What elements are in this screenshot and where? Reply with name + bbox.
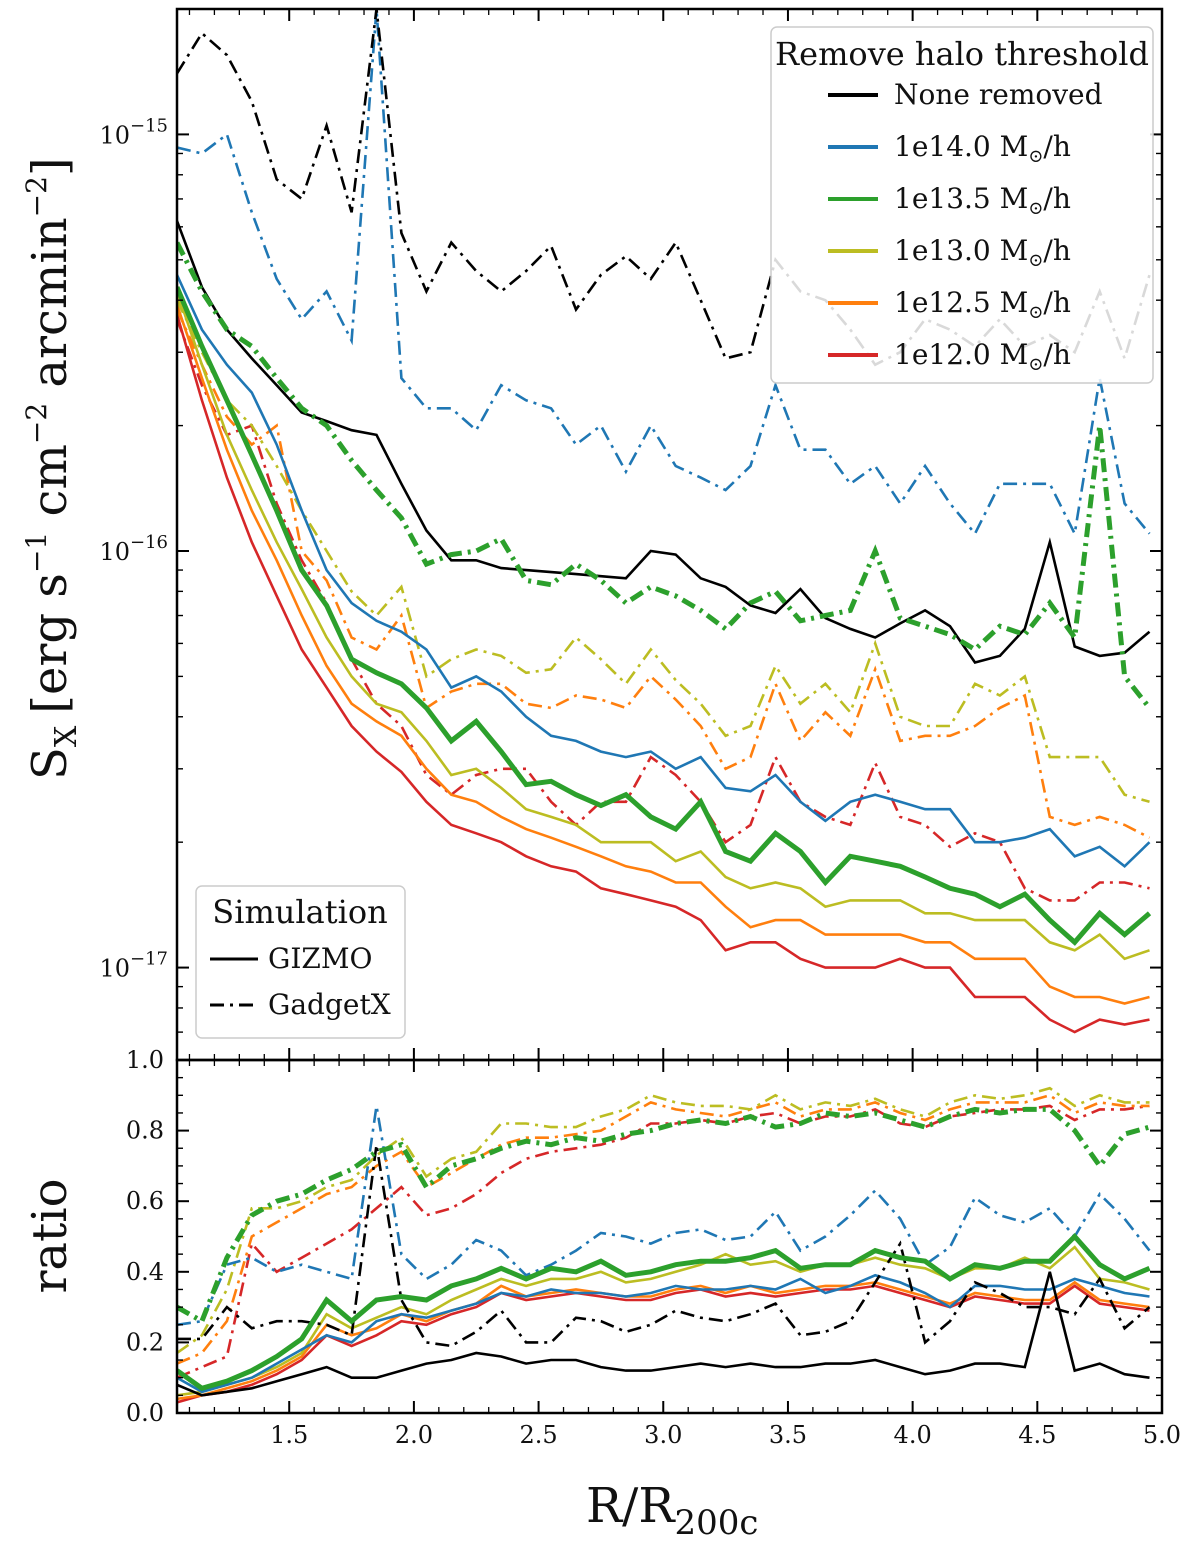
legend-simulation-label-gadgetx: GadgetX (268, 988, 391, 1021)
bottom-y-tick-label: 0.4 (126, 1258, 164, 1286)
top-series-t125-gadgetx (177, 308, 1151, 839)
top-series-t140-gizmo (177, 274, 1151, 869)
bottom-panel: 0.0 0.2 0.4 0.6 0.8 1.0 1.5 2.0 2.5 3.0 3.5 4.0 4.5… (126, 9, 1181, 1449)
legend-simulation-box (195, 885, 406, 1039)
bottom-y-tick-label: 0.0 (126, 1399, 164, 1427)
x-tick-label: 4.5 (1018, 1421, 1056, 1449)
top-series-t130-gizmo (177, 290, 1150, 961)
bottom-series-t135-gizmo (177, 1232, 1151, 1392)
x-tick-label: 3.0 (644, 1421, 682, 1449)
x-tick-label: 4.0 (894, 1421, 932, 1449)
legend-simulation-title: Simulation (212, 893, 387, 931)
top-panel: 10−15 10−16 10−17 (99, 7, 1164, 1062)
legend-simulation: Simulation GIZMO GadgetX (195, 885, 406, 1039)
legend-threshold-box (770, 26, 1154, 384)
bottom-y-tick-label: 0.2 (126, 1328, 164, 1356)
bottom-series-t120-gizmo (177, 1284, 1150, 1404)
legend-threshold-label-t130: 1e13.0 M⊙/h (894, 234, 1071, 271)
x-tick-label: 1.5 (270, 1421, 308, 1449)
bottom-series-none-gizmo (177, 1271, 1150, 1397)
top-series-t140-gadgetx (177, 9, 1151, 538)
x-axis-label: R/R200c (586, 1478, 758, 1543)
bottom-series-lines (177, 1086, 1151, 1404)
top-series-none-gizmo (177, 220, 1151, 664)
bottom-plot-frame (175, 1058, 1164, 1415)
bottom-series-t125-gadgetx (177, 1093, 1150, 1365)
top-y-axis-label: SX[erg s−1 cm−2 arcmin−2] (20, 157, 84, 780)
bottom-y-axis-label: ratio (22, 1178, 78, 1293)
legend-threshold-title: Remove halo threshold (775, 35, 1149, 73)
legend-threshold-label-t140: 1e14.0 M⊙/h (894, 130, 1071, 167)
top-series-t120-gizmo (177, 313, 1150, 1034)
top-series-lines (177, 9, 1152, 1034)
bottom-series-t135-gadgetx (177, 1106, 1151, 1325)
bottom-y-tick-label: 0.6 (126, 1187, 164, 1215)
legend-simulation-label-gizmo: GIZMO (268, 942, 373, 975)
x-tick-label: 2.5 (519, 1421, 557, 1449)
bottom-y-tick-label: 1.0 (126, 1046, 164, 1074)
legend-threshold-label-t135: 1e13.5 M⊙/h (894, 182, 1071, 219)
top-series-t125-gizmo (177, 304, 1150, 1005)
top-y-ticks: 10−15 10−16 10−17 (99, 8, 1162, 1061)
bottom-series-t140-gadgetx (177, 1105, 1151, 1327)
top-series-t130-gadgetx (177, 299, 1150, 804)
x-tick-label: 3.5 (769, 1421, 807, 1449)
x-tick-label: 2.0 (395, 1421, 433, 1449)
top-y-tick-label: 10−17 (99, 949, 168, 983)
top-series-t135-gadgetx (177, 241, 1152, 710)
bottom-y-tick-label: 0.8 (126, 1117, 164, 1145)
top-y-tick-label: 10−15 (99, 115, 168, 149)
bottom-series-none-gadgetx (177, 1144, 1151, 1348)
bottom-series-t130-gadgetx (177, 1086, 1150, 1355)
legend-threshold-label-t125: 1e12.5 M⊙/h (894, 286, 1071, 323)
top-series-t135-gizmo (177, 286, 1152, 946)
top-y-tick-label: 10−16 (99, 532, 168, 566)
bottom-series-t140-gizmo (177, 1273, 1150, 1394)
legend-threshold: Remove halo threshold None removed 1e14.0… (770, 26, 1154, 384)
x-tick-label: 5.0 (1143, 1421, 1181, 1449)
top-series-t120-gadgetx (177, 318, 1150, 902)
legend-threshold-label-t120: 1e12.0 M⊙/h (894, 338, 1071, 375)
legend-threshold-label-none: None removed (894, 78, 1103, 111)
